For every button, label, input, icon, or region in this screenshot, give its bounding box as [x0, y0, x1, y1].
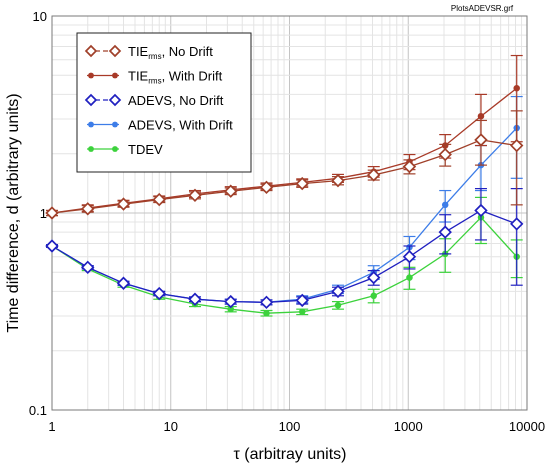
x-tick-label: 100: [279, 419, 301, 434]
x-tick-label: 1: [48, 419, 55, 434]
data-point: [116, 197, 131, 211]
data-point: [81, 202, 95, 216]
legend-item-2: TIErms, With Drift: [87, 69, 223, 86]
legend: TIErms, No Drift TIErms, With Drift ADEVS,…: [76, 32, 252, 173]
data-point: [510, 217, 524, 231]
data-point: [295, 176, 309, 191]
legend-item-5: TDEV: [87, 142, 163, 157]
y-axis-label: Time difference, d (arbitrary units): [5, 93, 22, 332]
data-point: [88, 146, 94, 152]
series-1: [45, 110, 524, 220]
data-point: [45, 206, 59, 220]
data-point: [112, 121, 118, 128]
data-point: [402, 250, 417, 264]
data-point: [152, 286, 166, 301]
legend-label: TIErms, With Drift: [128, 69, 223, 86]
data-point: [295, 293, 309, 308]
data-point: [108, 44, 122, 58]
data-point: [84, 93, 98, 107]
y-tick-label: 1: [40, 206, 47, 221]
x-tick-label: 10: [164, 419, 178, 434]
data-point: [224, 184, 238, 198]
data-point: [438, 225, 452, 239]
data-point: [227, 305, 234, 313]
x-tick-label: 10000: [509, 419, 545, 434]
data-point: [438, 147, 452, 162]
data-point: [402, 159, 417, 174]
data-point: [406, 274, 413, 281]
data-point: [331, 284, 345, 299]
data-point: [112, 146, 118, 152]
data-point: [334, 302, 342, 309]
series-layer: [45, 54, 524, 317]
data-point: [477, 112, 485, 120]
series-line: [51, 216, 518, 314]
data-point: [224, 294, 238, 309]
legend-item-1: TIErms, No Drift: [84, 44, 213, 61]
data-point: [298, 308, 306, 316]
legend-item-4: ADEVS, With Drift: [87, 118, 233, 133]
data-point: [263, 309, 270, 317]
data-point: [45, 239, 59, 253]
data-point: [81, 260, 95, 275]
data-point: [84, 44, 98, 58]
data-point: [152, 192, 166, 207]
series-3: [45, 188, 524, 310]
data-point: [474, 133, 488, 147]
data-point: [108, 93, 122, 107]
file-label: PlotsADEVSR.grf: [451, 4, 514, 13]
legend-item-3: ADEVS, No Drift: [84, 93, 224, 108]
data-point: [112, 72, 118, 79]
series-line: [51, 209, 517, 303]
y-tick-label: 0.1: [29, 403, 47, 418]
x-tick-label: 1000: [394, 419, 423, 434]
data-point: [188, 188, 202, 202]
legend-label: TDEV: [128, 142, 163, 157]
data-point: [259, 295, 274, 310]
data-point: [513, 84, 520, 92]
legend-label: ADEVS, No Drift: [128, 93, 224, 108]
legend-label: ADEVS, With Drift: [128, 118, 233, 133]
data-point: [88, 121, 94, 128]
data-point: [259, 180, 274, 195]
legend-label: TIErms, No Drift: [128, 44, 213, 61]
data-point: [474, 203, 488, 218]
data-point: [370, 292, 377, 300]
y-tick-label: 10: [33, 9, 47, 24]
x-axis-label: τ (arbitray units): [233, 446, 346, 463]
data-point: [331, 173, 345, 188]
data-point: [116, 276, 131, 290]
data-point: [367, 168, 381, 182]
data-point: [88, 72, 94, 79]
data-point: [188, 292, 202, 306]
data-point: [510, 138, 524, 153]
data-point: [441, 201, 449, 209]
series-line: [51, 87, 518, 214]
data-point: [367, 270, 381, 285]
